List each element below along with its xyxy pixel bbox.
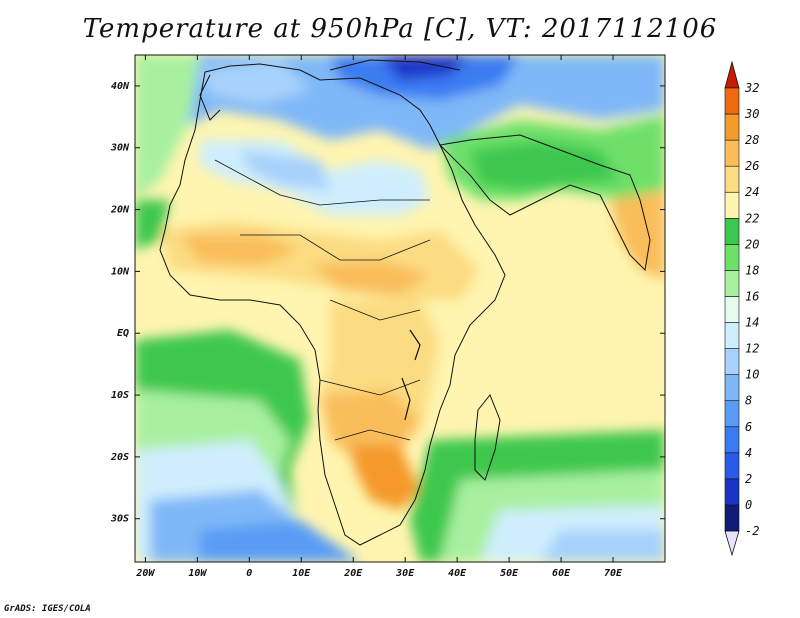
- colorbar-upper-arrow: [724, 60, 740, 89]
- colorbar-swatch: [724, 191, 740, 219]
- arabia-india-coast: [438, 134, 651, 272]
- colorbar-label: 22: [745, 211, 759, 225]
- colorbar-label: 12: [745, 342, 759, 356]
- great-lakes: [401, 329, 421, 421]
- map-title: Temperature at 950hPa [C], VT: 201711210…: [82, 14, 718, 44]
- colorbar-swatch: [724, 270, 740, 297]
- colorbar-label: 4: [745, 446, 752, 460]
- colorbar-swatch: [724, 139, 740, 167]
- lon-tick-label: 10W: [188, 568, 207, 579]
- colorbar-swatch: [724, 322, 740, 349]
- lon-tick-label: 20W: [135, 568, 155, 579]
- colorbar-label: 2: [745, 472, 752, 486]
- lat-tick-label: 40N: [111, 81, 130, 92]
- lon-tick-label: 60E: [552, 568, 571, 579]
- lon-tick-label: 0: [246, 568, 252, 579]
- colorbar-swatch: [724, 374, 740, 402]
- lat-tick-label: 30N: [110, 143, 130, 154]
- colorbar-label: 0: [745, 498, 752, 512]
- lat-tick-label: 10S: [111, 390, 129, 401]
- colorbar-swatch: [724, 217, 740, 245]
- lon-tick-label: 10E: [292, 568, 311, 579]
- colorbar-label: 24: [745, 185, 759, 199]
- lat-tick-label: 30S: [110, 514, 129, 525]
- lon-tick-label: 20E: [343, 568, 363, 579]
- colorbar-swatch: [724, 452, 740, 480]
- country-borders: [214, 159, 431, 441]
- colorbar-label: 26: [745, 159, 759, 173]
- madagascar-coast: [474, 394, 501, 481]
- colorbar-label: 20: [745, 237, 759, 251]
- colorbar-swatch: [724, 400, 740, 428]
- temperature-field: [135, 55, 665, 562]
- colorbar-label: 28: [745, 133, 759, 147]
- lat-tick-label: 10N: [111, 266, 130, 277]
- colorbar-swatch: [724, 87, 740, 115]
- europe-coast: [199, 59, 461, 121]
- lat-tick-label: 20S: [110, 452, 129, 463]
- lat-tick-label: 20N: [110, 205, 130, 216]
- colorbar-swatch: [724, 478, 740, 506]
- colorbar-label: -2: [745, 524, 759, 538]
- colorbar-swatch: [724, 113, 740, 141]
- colorbar-swatch: [724, 296, 740, 323]
- credit-label: GrADS: IGES/COLA: [4, 604, 91, 614]
- colorbar-label: 16: [745, 289, 759, 303]
- colorbar-swatch: [724, 504, 740, 532]
- axis-ticks: 40N 30N 20N 10N EQ 10S 20S 30S 20W 10W 0 10E 20E 30E 4…: [110, 55, 665, 579]
- colorbar-swatch: [724, 244, 740, 271]
- lon-tick-label: 50E: [500, 568, 519, 579]
- colorbar-lower-arrow: [724, 530, 740, 557]
- lat-tick-label: EQ: [117, 328, 129, 339]
- plot-frame: [134, 54, 666, 563]
- colorbar-label: 14: [745, 316, 759, 330]
- colorbar-label: 18: [745, 263, 759, 277]
- colorbar-label: 10: [745, 368, 759, 382]
- colorbar-label: 8: [745, 394, 752, 408]
- colorbar-swatch: [724, 348, 740, 375]
- lon-tick-label: 30E: [395, 568, 415, 579]
- lon-tick-label: 70E: [604, 568, 623, 579]
- colorbar-swatch: [724, 165, 740, 193]
- colorbar-label: 30: [744, 107, 759, 121]
- africa-coast: [159, 63, 506, 546]
- lon-tick-label: 40E: [448, 568, 467, 579]
- coastlines: [159, 59, 651, 546]
- colorbar-swatch: [724, 426, 740, 454]
- colorbar-label: 6: [745, 420, 752, 434]
- colorbar-label: 32: [744, 81, 759, 95]
